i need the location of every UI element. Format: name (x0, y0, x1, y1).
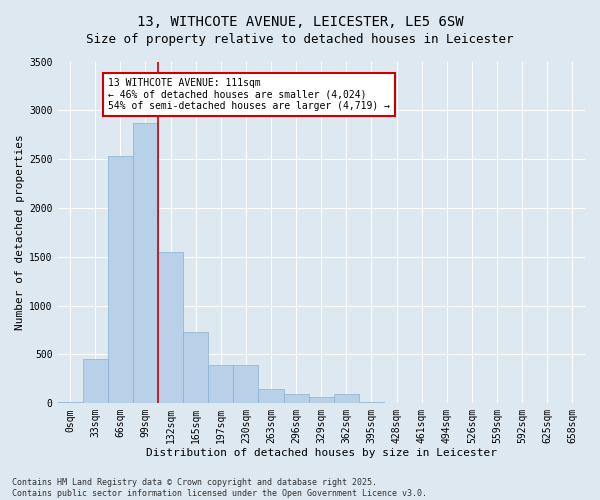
Bar (108, 156, 133, 403)
X-axis label: Distribution of detached houses by size in Leicester: Distribution of detached houses by size … (146, 448, 497, 458)
Bar (208, 365, 233, 403)
Bar (133, 123, 158, 403)
Bar (83, 360, 108, 403)
Bar (284, 394, 309, 403)
Bar (58, 402, 83, 403)
Bar (183, 332, 208, 403)
Y-axis label: Number of detached properties: Number of detached properties (15, 134, 25, 330)
Text: 13 WITHCOTE AVENUE: 111sqm
← 46% of detached houses are smaller (4,024)
54% of s: 13 WITHCOTE AVENUE: 111sqm ← 46% of deta… (108, 78, 390, 112)
Bar (158, 252, 183, 403)
Bar (309, 398, 334, 403)
Text: Contains HM Land Registry data © Crown copyright and database right 2025.
Contai: Contains HM Land Registry data © Crown c… (12, 478, 427, 498)
Bar (359, 402, 384, 403)
Text: Size of property relative to detached houses in Leicester: Size of property relative to detached ho… (86, 32, 514, 46)
Bar (259, 388, 284, 403)
Bar (334, 394, 359, 403)
Text: 13, WITHCOTE AVENUE, LEICESTER, LE5 6SW: 13, WITHCOTE AVENUE, LEICESTER, LE5 6SW (137, 15, 463, 29)
Bar (233, 365, 259, 403)
